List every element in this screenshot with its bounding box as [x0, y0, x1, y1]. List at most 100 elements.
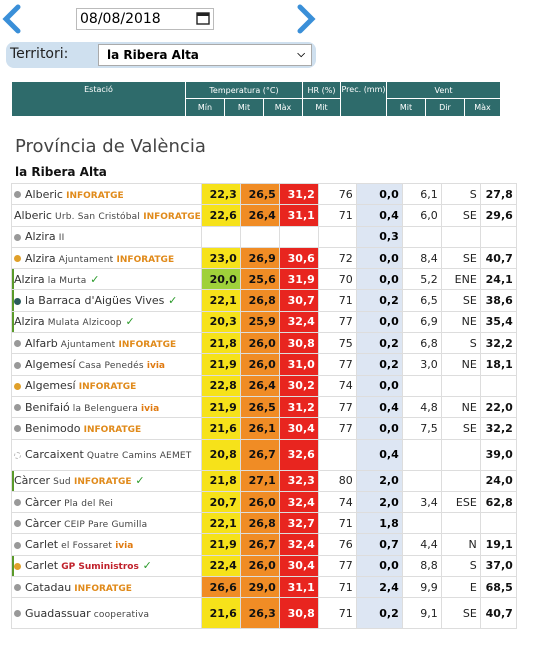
previous-day-button[interactable]: [2, 4, 24, 34]
station-name-cell[interactable]: Alberic Urb. San Cristóbal INFORATGE: [11, 204, 202, 227]
station-name-cell[interactable]: Alberic INFORATGE: [11, 182, 202, 206]
header-hr-mit: Mit: [302, 98, 341, 117]
date-value: 08/08/2018: [80, 11, 161, 27]
prec-cell: 0,7: [355, 533, 403, 556]
station-name-cell[interactable]: Benifaió la Belenguera ivia: [11, 395, 202, 419]
temp-mit-cell: 26,3: [239, 597, 280, 630]
provider-logo: ivia: [137, 403, 160, 414]
station-status-icon: [14, 520, 21, 528]
wind-mit-cell: 8,4: [401, 246, 442, 270]
station-name-cell[interactable]: Alzira Ajuntament INFORATGE: [11, 246, 202, 270]
station-name-cell[interactable]: Benimodo INFORATGE: [11, 417, 202, 440]
next-day-button[interactable]: [294, 4, 316, 34]
wind-mit-cell: [401, 374, 442, 397]
station-name: Algemesí: [25, 358, 76, 372]
checkmark-icon: ✓: [86, 272, 100, 286]
wind-dir-cell: [440, 438, 481, 471]
prec-cell: 0,2: [355, 332, 403, 355]
wind-max-cell: 40,7: [479, 597, 517, 630]
temp-max-cell: 31,2: [278, 182, 319, 206]
prec-cell: 0,4: [355, 438, 403, 471]
prec-cell: 0,2: [355, 289, 403, 312]
prec-cell: 0,3: [355, 225, 403, 248]
table-row: Carcaixent Quatre Camins AEMET 20,8 26,7 32…: [11, 438, 517, 471]
wind-max-cell: 27,8: [479, 182, 517, 206]
station-name: la Barraca d'Aigües Vives: [25, 294, 165, 308]
station-name: Algemesí: [25, 379, 76, 393]
header-prec: Prec. (mm): [340, 81, 387, 117]
provider-logo: ivia: [143, 361, 166, 372]
station-status-icon: [14, 541, 21, 549]
table-row: Alfarb Ajuntament INFORATGE 21,8 26,0 30,8 7…: [11, 332, 517, 355]
station-name-cell[interactable]: Alfarb Ajuntament INFORATGE: [11, 332, 202, 355]
hr-cell: [317, 438, 357, 471]
hr-cell: 72: [317, 246, 357, 270]
wind-dir-cell: SE: [440, 417, 481, 440]
wind-max-cell: 35,4: [479, 310, 517, 334]
temp-min-cell: 23,0: [200, 246, 241, 270]
calendar-icon[interactable]: [196, 11, 210, 25]
hr-cell: 75: [317, 332, 357, 355]
prec-cell: 0,2: [355, 353, 403, 376]
hr-cell: 77: [317, 554, 357, 578]
station-name-cell[interactable]: Guadassuar cooperativa: [11, 597, 202, 630]
temp-min-cell: 26,6: [200, 576, 241, 599]
station-name-cell[interactable]: Alzira II: [11, 225, 202, 248]
wind-max-cell: 40,7: [479, 246, 517, 270]
table-row: Carlet el Fossaret ivia 21,9 26,7 32,4 76 0,7…: [11, 533, 517, 556]
wind-dir-cell: [440, 225, 481, 248]
station-status-icon: [14, 361, 21, 369]
temp-mit-cell: 27,1: [239, 469, 280, 492]
prec-cell: 0,0: [355, 182, 403, 206]
prec-cell: 2,4: [355, 576, 403, 599]
station-name-cell[interactable]: Algemesí INFORATGE: [11, 374, 202, 397]
hr-cell: 71: [317, 289, 357, 312]
temp-max-cell: 30,6: [278, 246, 319, 270]
wind-mit-cell: 9,9: [401, 576, 442, 599]
prec-cell: 2,0: [355, 490, 403, 514]
wind-dir-cell: S: [440, 554, 481, 578]
station-name-cell[interactable]: Alzira la Murta ✓: [11, 268, 202, 291]
wind-max-cell: 19,1: [479, 533, 517, 556]
station-name-cell[interactable]: Càrcer CEIP Pare Gumilla: [11, 512, 202, 535]
temp-max-cell: 30,8: [278, 332, 319, 355]
header-vent-mit: Mit: [386, 98, 426, 117]
station-name-cell[interactable]: Algemesí Casa Penedés ivia: [11, 353, 202, 376]
hr-cell: 77: [317, 310, 357, 334]
header-vent-dir: Dir: [425, 98, 465, 117]
station-name-cell[interactable]: Carlet el Fossaret ivia: [11, 533, 202, 556]
wind-max-cell: 24,0: [479, 469, 517, 492]
temp-min-cell: 20,3: [200, 310, 241, 334]
table-row: Càrcer CEIP Pare Gumilla 22,1 26,8 32,7 71 1,…: [11, 512, 517, 535]
temp-min-cell: 21,6: [200, 597, 241, 630]
territori-value: la Ribera Alta: [107, 48, 199, 62]
prec-cell: 0,0: [355, 417, 403, 440]
temp-max-cell: 31,9: [278, 268, 319, 291]
temp-max-cell: 30,4: [278, 554, 319, 578]
date-input[interactable]: 08/08/2018: [76, 8, 214, 30]
station-name-cell[interactable]: Càrcer Pla del Rei: [11, 490, 202, 514]
station-status-icon: [14, 451, 21, 459]
station-name-cell[interactable]: Alzira Mulata Alzicoop ✓: [11, 310, 202, 334]
station-name-cell[interactable]: Carcaixent Quatre Camins AEMET: [11, 438, 202, 471]
temp-mit-cell: 26,0: [239, 554, 280, 578]
table-row: Alzira la Murta ✓ 20,0 25,6 31,9 70 0,0 5,2 ENE…: [11, 268, 517, 291]
wind-dir-cell: SE: [440, 289, 481, 312]
provider-logo: INFORATGE: [71, 583, 132, 594]
station-name-cell[interactable]: Carlet GP Suministros ✓: [11, 554, 202, 578]
temp-max-cell: 32,4: [278, 490, 319, 514]
station-subname: Ajuntament: [55, 254, 114, 265]
station-subname: el Fossaret: [58, 541, 113, 552]
station-subname: la Belenguera: [69, 403, 138, 414]
header-temp-max: Màx: [263, 98, 303, 117]
station-subname: Mulata Alzicoop: [44, 318, 122, 329]
wind-mit-cell: 9,1: [401, 597, 442, 630]
station-name-cell[interactable]: la Barraca d'Aigües Vives ✓: [11, 289, 202, 312]
checkmark-icon: ✓: [131, 474, 145, 488]
territori-select[interactable]: la Ribera Alta ⌵: [98, 44, 312, 66]
prec-cell: 0,4: [355, 204, 403, 227]
wind-dir-cell: SE: [440, 204, 481, 227]
station-name-cell[interactable]: Càrcer Sud INFORATGE ✓: [11, 469, 202, 492]
station-name-cell[interactable]: Catadau INFORATGE: [11, 576, 202, 599]
table-row: Alzira Mulata Alzicoop ✓ 20,3 25,9 32,4 77 0,…: [11, 310, 517, 334]
